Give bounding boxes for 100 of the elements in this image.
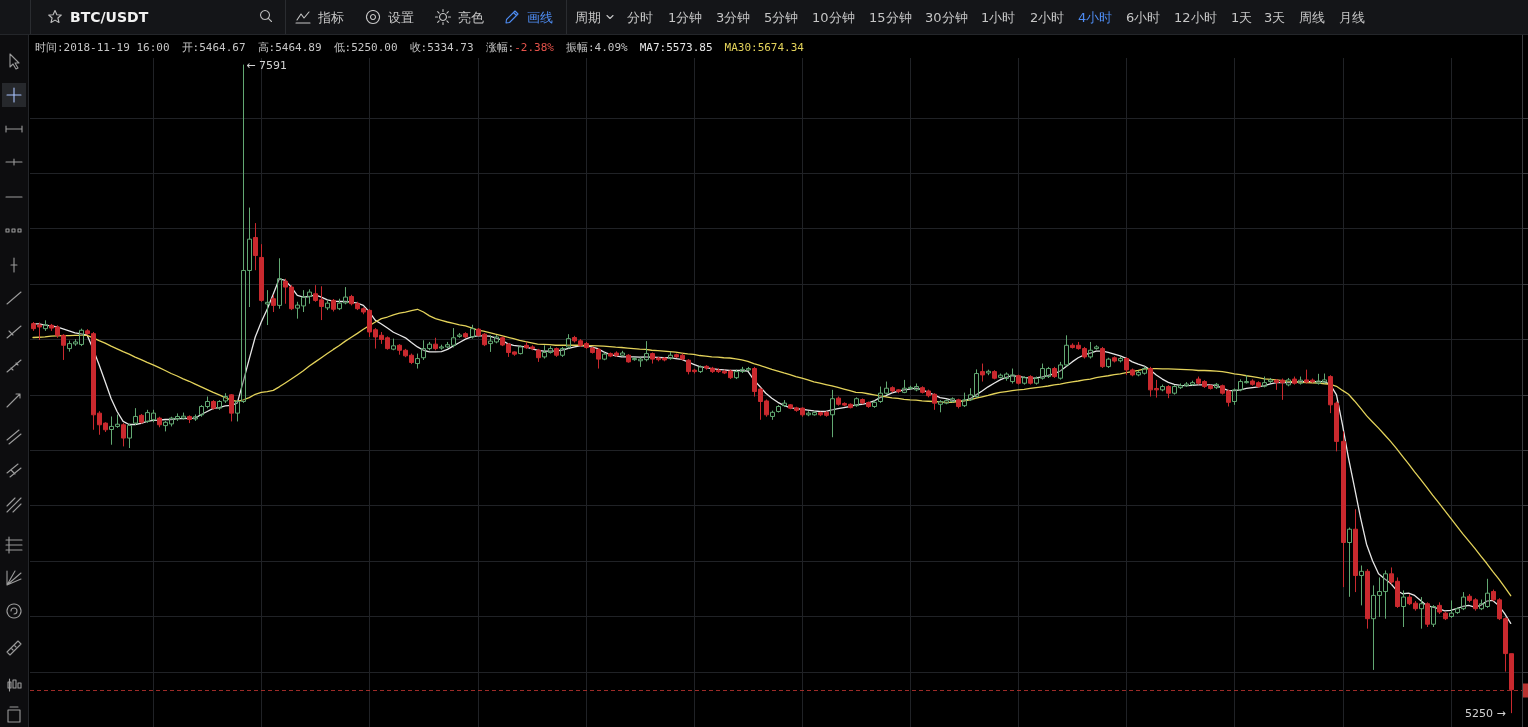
candlestick [277, 257, 282, 310]
candlestick [1172, 384, 1177, 396]
candlestick [1004, 371, 1009, 382]
candlestick [253, 222, 258, 271]
candlestick [470, 324, 475, 340]
candlestick [211, 399, 216, 411]
candlestick [962, 392, 967, 408]
candlestick [872, 400, 877, 409]
candlestick [1010, 368, 1015, 384]
candlestick [968, 387, 973, 402]
text: 10分钟 [812, 10, 855, 25]
candlestick [632, 356, 637, 362]
candlestick [127, 423, 132, 449]
candlestick [145, 409, 150, 424]
candlestick [259, 243, 264, 303]
candlestick [1022, 375, 1027, 386]
candlestick [1034, 376, 1039, 386]
candlestick [163, 420, 168, 432]
candlestick [109, 415, 114, 446]
candlestick [782, 399, 787, 408]
candlestick [187, 414, 192, 424]
candlestick [331, 298, 336, 312]
candlestick [1353, 508, 1358, 593]
candlestick [1058, 361, 1063, 381]
candlestick [548, 345, 553, 355]
candlestick [205, 396, 210, 409]
candlestick [1485, 578, 1490, 609]
candlestick [121, 422, 126, 447]
candlestick [169, 416, 174, 427]
text: 15分钟 [869, 10, 912, 25]
candlestick [67, 340, 72, 353]
candlestick [133, 407, 138, 426]
candlestick [908, 385, 913, 391]
candlestick [115, 414, 120, 429]
candlestick [1316, 373, 1321, 386]
candlestick [740, 366, 745, 374]
text: 时间:2018-11-19 16:00 [35, 41, 170, 54]
text: 高:5464.89 [257, 41, 322, 54]
candlestick [914, 383, 919, 392]
text: 收:5334.73 [409, 41, 474, 54]
candlestick [1028, 374, 1033, 386]
candlestick [992, 369, 997, 380]
candlestick [1238, 378, 1243, 392]
candlestick [1298, 376, 1303, 386]
candlestick [620, 350, 625, 357]
candlestick [391, 338, 396, 351]
candlestick [73, 338, 78, 347]
text: 周线 [1299, 10, 1325, 25]
candlestick [638, 356, 643, 368]
candlestick [830, 389, 835, 438]
series-name: MA30:5674.34 [724, 41, 804, 54]
candlestick [812, 410, 817, 417]
candlestick [1112, 355, 1117, 363]
candlestick [1401, 589, 1406, 628]
candlestick [602, 351, 607, 361]
candlestick [181, 412, 186, 421]
candlestick [343, 286, 348, 305]
text: 开:5464.67 [181, 41, 246, 54]
candlestick [998, 373, 1003, 380]
text: 3天 [1264, 10, 1286, 25]
series-name: MA7:5573.85 [639, 41, 713, 54]
candlestick [980, 363, 985, 383]
candlestick [902, 379, 907, 394]
text: 画线 [527, 10, 553, 25]
candlestick [265, 289, 270, 326]
candlestick [1094, 344, 1099, 351]
candlestick [542, 344, 547, 360]
candlestick [1286, 377, 1291, 387]
candlestick [295, 301, 300, 320]
candlestick [463, 331, 468, 339]
candlestick [199, 404, 204, 418]
candlestick [644, 340, 649, 362]
chart-title: BTC/USDT [70, 9, 149, 25]
candlestick [1100, 346, 1105, 369]
candlestick [79, 328, 84, 347]
candlestick [1461, 591, 1466, 611]
candlestick [950, 396, 955, 404]
candlestick [439, 344, 444, 351]
candlestick [1347, 527, 1352, 598]
candlestick [1359, 565, 1364, 606]
candlestick [1118, 356, 1123, 363]
candlestick [986, 369, 991, 376]
candlestick [43, 319, 48, 332]
candlestick [1479, 599, 1484, 611]
candlestick [217, 399, 222, 411]
candlestick [337, 298, 342, 311]
candlestick [457, 332, 462, 339]
candlestick [1142, 365, 1147, 376]
candlestick [433, 337, 438, 351]
candlestick [427, 341, 432, 351]
candlestick [193, 414, 198, 422]
candlestick [1046, 366, 1051, 379]
text: 3分钟 [716, 10, 751, 25]
text: 分时 [627, 10, 653, 25]
text: 6小时 [1126, 10, 1161, 25]
candlestick [1106, 357, 1111, 369]
candlestick [445, 341, 450, 349]
candlestick [415, 353, 420, 370]
candlestick [770, 410, 775, 421]
candlestick [668, 351, 673, 361]
